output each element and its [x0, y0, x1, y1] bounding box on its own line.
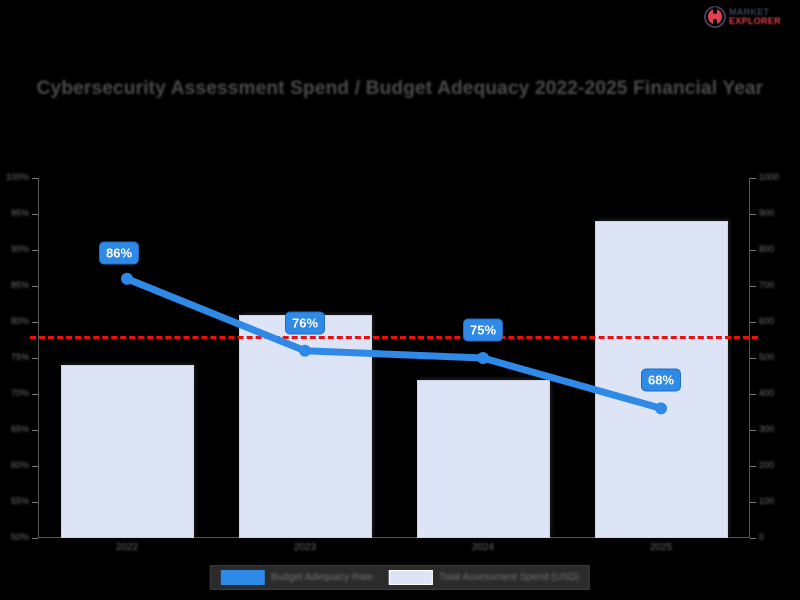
- tick-mark: [750, 286, 756, 287]
- tick-mark: [32, 322, 38, 323]
- tick-mark: [750, 214, 756, 215]
- tick-mark: [750, 430, 756, 431]
- threshold-line: [30, 336, 758, 340]
- bar-2022: [60, 365, 194, 538]
- bar-2023: [238, 314, 372, 538]
- x-tick-label-2024: 2024: [471, 542, 495, 553]
- data-label-2025: 68%: [640, 368, 682, 392]
- x-tick-label-2022: 2022: [115, 542, 139, 553]
- tick-mark: [32, 466, 38, 467]
- y-tick-label: 200: [759, 460, 775, 470]
- tick-mark: [750, 502, 756, 503]
- tick-mark: [750, 250, 756, 251]
- logo-wordmark: MARKET EXPLORER: [729, 8, 781, 26]
- y-tick-label: 70%: [10, 388, 29, 398]
- tick-mark: [32, 214, 38, 215]
- brand-logo: MARKET EXPLORER: [704, 4, 794, 30]
- y-tick-label: 75%: [10, 352, 29, 362]
- y-tick-label: 600: [759, 316, 775, 326]
- y-tick-label: 700: [759, 280, 775, 290]
- legend-label-bar: Total Assessment Spend (USD): [439, 572, 580, 583]
- y-tick-label: 50%: [10, 532, 29, 542]
- y-tick-label: 100: [759, 496, 775, 506]
- chart-legend[interactable]: Budget Adequacy Rate Total Assessment Sp…: [209, 565, 591, 590]
- tick-mark: [750, 394, 756, 395]
- legend-swatch-line: [220, 570, 265, 585]
- tick-mark: [750, 538, 756, 539]
- data-label-2023: 76%: [284, 311, 326, 335]
- tick-mark: [32, 430, 38, 431]
- tick-mark: [750, 358, 756, 359]
- y-tick-label: 400: [759, 388, 775, 398]
- y-tick-label: 55%: [10, 496, 29, 506]
- tick-mark: [32, 394, 38, 395]
- y-tick-label: 1000: [759, 172, 780, 182]
- y-tick-label: 85%: [10, 280, 29, 290]
- y-tick-label: 800: [759, 244, 775, 254]
- x-tick-label-2025: 2025: [649, 542, 673, 553]
- tick-mark: [32, 178, 38, 179]
- logo-line-1: MARKET: [729, 7, 770, 17]
- tick-mark: [32, 538, 38, 539]
- data-label-2022: 86%: [98, 241, 140, 265]
- tick-mark: [750, 178, 756, 179]
- tick-mark: [750, 322, 756, 323]
- x-tick-label-2023: 2023: [293, 542, 317, 553]
- y-tick-label: 900: [759, 208, 775, 218]
- data-label-2024: 75%: [462, 318, 504, 342]
- y-tick-label: 80%: [10, 316, 29, 326]
- legend-swatch-bar: [389, 570, 434, 585]
- plot-area: 100% 95% 90% 85% 80% 75% 70% 65% 60% 55% 50% 1000 9…: [6, 172, 779, 553]
- legend-item-line[interactable]: Budget Adequacy Rate: [220, 570, 374, 585]
- chart-title: Cybersecurity Assessment Spend / Budget …: [36, 78, 764, 99]
- tick-mark: [32, 502, 38, 503]
- logo-line-2: EXPLORER: [729, 16, 781, 26]
- logo-flame-circle-icon: [704, 6, 726, 28]
- legend-label-line: Budget Adequacy Rate: [270, 572, 374, 583]
- y-tick-label: 60%: [10, 460, 29, 470]
- bar-2024: [416, 379, 550, 538]
- y-axis-right: [749, 178, 750, 538]
- x-axis: [38, 537, 750, 538]
- y-tick-label: 500: [759, 352, 775, 362]
- y-tick-label: 95%: [10, 208, 29, 218]
- tick-mark: [32, 358, 38, 359]
- y-axis-left: [38, 178, 39, 538]
- y-tick-label: 100%: [5, 172, 29, 182]
- y-tick-label: 0: [759, 532, 765, 542]
- tick-mark: [32, 250, 38, 251]
- y-tick-label: 300: [759, 424, 775, 434]
- y-tick-label: 90%: [10, 244, 29, 254]
- tick-mark: [32, 286, 38, 287]
- legend-item-bar[interactable]: Total Assessment Spend (USD): [389, 570, 579, 585]
- tick-mark: [750, 466, 756, 467]
- y-tick-label: 65%: [10, 424, 29, 434]
